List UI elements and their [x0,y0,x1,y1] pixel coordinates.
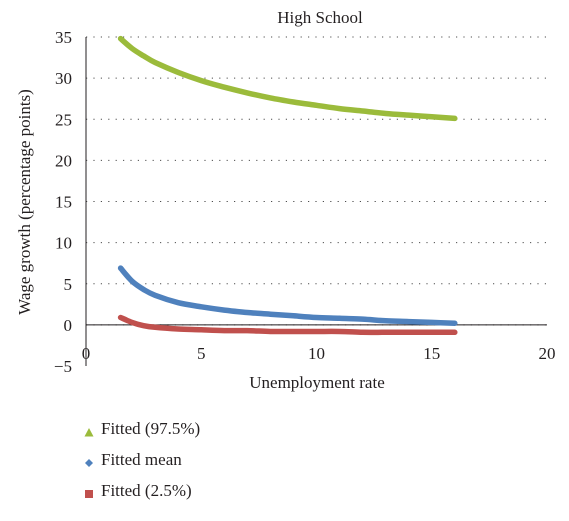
gridlines [86,36,547,326]
diamond-marker-icon [84,458,94,468]
x-tick-label: 0 [82,344,91,363]
legend-label-lower: Fitted (2.5%) [101,481,192,500]
y-axis-label: Wage growth (percentage points) [15,89,34,315]
chart: −5 0 5 10 15 20 25 30 35 0 5 10 15 20 High School Une… [15,8,556,392]
series-line-0 [117,35,458,122]
triangle-marker-icon [84,427,94,437]
x-tick-label: 5 [197,344,206,363]
x-tick-label: 10 [308,344,325,363]
y-tick-label: 5 [64,275,73,294]
square-marker-icon [84,489,94,499]
series-line-1 [117,265,458,326]
y-tick-label: 35 [55,28,72,47]
legend-label-upper: Fitted (97.5%) [101,419,201,438]
y-tick-label: 0 [64,316,73,335]
y-tick-label: 30 [55,69,72,88]
axes [85,37,547,366]
x-tick-label: 20 [539,344,556,363]
x-axis-label: Unemployment rate [249,373,385,392]
y-tick-label: 25 [55,110,72,129]
tick-labels: −5 0 5 10 15 20 25 30 35 0 5 10 15 20 [54,28,556,376]
legend-label-mean: Fitted mean [101,450,182,469]
y-tick-label: 20 [55,151,72,170]
y-tick-label: 10 [55,234,72,253]
x-tick-label: 15 [423,344,440,363]
chart-title: High School [277,8,363,27]
y-tick-label: 15 [55,193,72,212]
series-line-2 [117,314,458,336]
y-tick-label: −5 [54,357,72,376]
series-lines [117,35,458,336]
